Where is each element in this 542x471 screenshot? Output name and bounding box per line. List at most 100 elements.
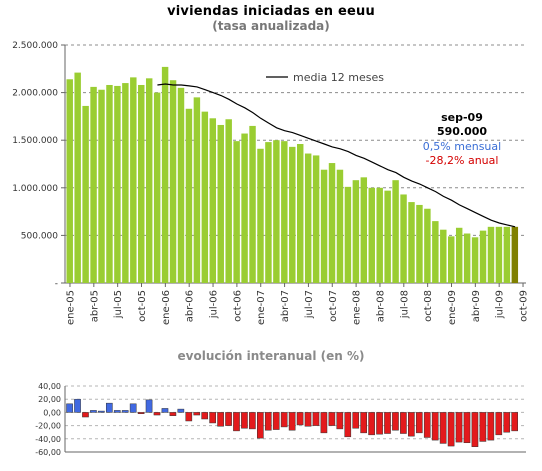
main-bar — [209, 118, 217, 283]
main-y-tick-label: 2.500.000 — [12, 41, 58, 51]
lower-bar — [193, 412, 201, 416]
lower-bar — [153, 412, 161, 416]
lower-bar — [296, 412, 304, 426]
main-bar — [281, 141, 288, 283]
lower-bar — [328, 412, 336, 426]
main-bar — [138, 84, 145, 283]
lower-bar — [98, 410, 105, 413]
annotation-monthly: 0,5% mensual — [423, 140, 501, 153]
lower-bar — [479, 412, 487, 442]
chart-subtitle: (tasa anualizada) — [212, 19, 330, 33]
main-x-tick-label: abr-08 — [375, 290, 386, 322]
main-bar — [432, 221, 439, 283]
main-bar — [471, 237, 479, 283]
lower-bar — [376, 412, 383, 435]
lower-bar — [495, 412, 503, 436]
lower-bar — [185, 412, 193, 422]
lower-bar — [423, 412, 431, 438]
main-bar — [297, 144, 304, 283]
main-bar — [249, 125, 256, 283]
main-bar — [487, 226, 495, 283]
main-bar — [408, 202, 415, 283]
main-bar — [360, 177, 368, 283]
lower-bar — [121, 410, 129, 413]
lower-y-tick-label: 0,00 — [43, 408, 61, 417]
lower-bar — [177, 408, 185, 413]
main-x-tick-label: jul-07 — [304, 290, 315, 319]
lower-bar — [280, 412, 288, 428]
lower-bar — [392, 412, 399, 431]
lower-bar — [249, 412, 256, 430]
lower-bar — [161, 408, 169, 413]
lower-bar — [415, 412, 423, 434]
main-y-tick-label: 1.500.000 — [12, 136, 58, 146]
main-bar — [416, 204, 423, 283]
main-bar — [511, 226, 519, 283]
main-bar — [273, 140, 280, 283]
lower-bar — [105, 402, 113, 413]
main-y-tick-label: 500.000 — [21, 231, 58, 241]
lower-bar — [169, 412, 177, 416]
main-bar — [66, 79, 73, 283]
lower-bar — [352, 412, 360, 429]
lower-bar — [503, 412, 511, 433]
main-bar — [392, 180, 399, 283]
lower-bar — [145, 399, 153, 413]
main-y-tick-label: 1.000.000 — [12, 184, 58, 194]
main-x-tick-label: oct-08 — [423, 290, 434, 322]
main-x-tick-label: oct-07 — [328, 290, 339, 322]
annotation: sep-09 590.000 0,5% mensual -28,2% anual — [423, 111, 501, 167]
lower-bar — [90, 410, 97, 413]
lower-bar — [344, 412, 352, 438]
main-bar — [455, 227, 463, 283]
main-y-tick-label: - — [55, 279, 58, 289]
lower-bar — [113, 410, 121, 413]
lower-bar — [66, 403, 73, 413]
lower-bar — [304, 412, 312, 427]
main-bar — [233, 141, 240, 283]
main-x-tick-label: abr-05 — [89, 290, 100, 322]
main-bar — [479, 230, 487, 283]
main-bar — [376, 187, 383, 283]
main-x-tick-label: oct-05 — [137, 290, 148, 322]
lower-bar — [288, 412, 296, 431]
lower-bar — [400, 412, 407, 434]
lower-bar — [241, 412, 248, 429]
chart-title: viviendas iniciadas en eeuu — [167, 4, 375, 19]
lower-y-tick-label: -60,00 — [35, 448, 61, 457]
lower-bar — [264, 412, 272, 431]
lower-bar — [463, 412, 471, 444]
main-x-tick-label: abr-07 — [280, 290, 291, 322]
main-bar — [90, 86, 97, 283]
lower-y-tick-label: 40,00 — [38, 382, 61, 391]
main-bar — [384, 190, 391, 283]
main-bar — [312, 155, 320, 283]
main-bar — [130, 77, 137, 283]
lower-bar — [431, 412, 439, 441]
lower-bar — [272, 412, 280, 430]
lower-bar — [217, 412, 224, 427]
main-bar — [424, 208, 431, 283]
lower-bar — [471, 412, 479, 447]
main-bar — [463, 233, 471, 283]
lower-bar — [408, 412, 415, 437]
main-bars — [66, 66, 519, 283]
main-bar — [440, 229, 447, 283]
lower-bar — [209, 412, 216, 424]
lower-bar — [257, 412, 264, 439]
lower-bar — [201, 412, 209, 420]
lower-bar — [368, 412, 375, 436]
lower-bars — [66, 398, 519, 447]
main-bar — [328, 163, 336, 283]
main-bar — [265, 142, 272, 283]
main-bar — [161, 66, 169, 283]
main-bar — [352, 180, 360, 283]
main-bar — [106, 84, 113, 283]
main-x-tick-label: jul-08 — [399, 290, 410, 319]
lower-bar — [82, 412, 89, 418]
main-x-ticks: ene-05 abr-05 jul-05 oct-05 ene-06 abr-06 jul-… — [65, 283, 530, 325]
lower-bar — [487, 412, 495, 441]
lower-bar — [439, 412, 447, 444]
main-x-tick-label: abr-06 — [185, 290, 196, 322]
main-y-tick-label: 2.000.000 — [12, 89, 58, 99]
